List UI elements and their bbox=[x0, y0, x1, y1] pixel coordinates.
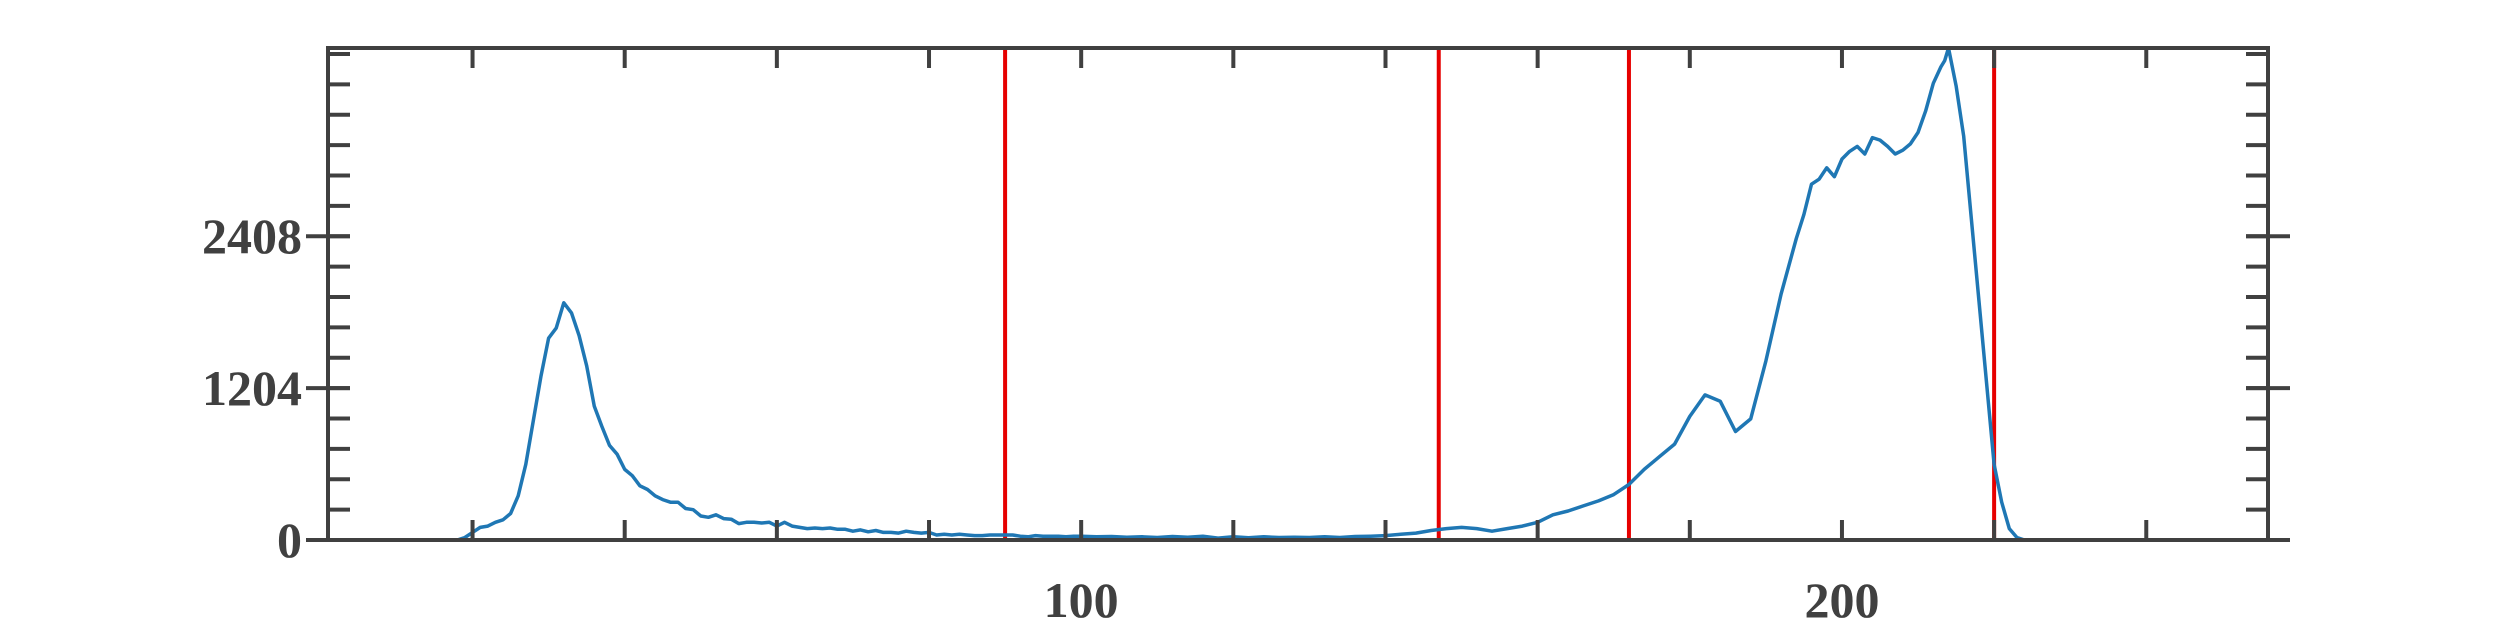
axes bbox=[306, 46, 2290, 542]
y-tick-label-1204: 1204 bbox=[202, 360, 302, 416]
y-tick-label-2408: 2408 bbox=[202, 208, 302, 264]
series-layer bbox=[328, 46, 2268, 542]
x-tick-label-200: 200 bbox=[1804, 572, 1879, 625]
plot-frame bbox=[326, 46, 2270, 542]
threshold-lines bbox=[1003, 48, 1997, 540]
x-tick-label-100: 100 bbox=[1044, 572, 1119, 625]
y-tick-label-0: 0 bbox=[277, 512, 302, 568]
tick-labels: 0 1204 2408 100 200 bbox=[202, 208, 1879, 625]
series-line-0 bbox=[328, 46, 2268, 542]
